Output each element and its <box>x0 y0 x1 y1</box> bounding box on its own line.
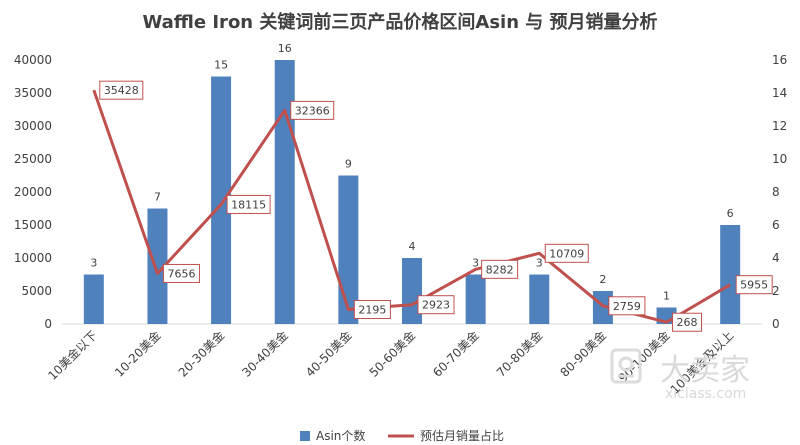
x-tick-label: 20-30美金 <box>175 328 227 380</box>
line-data-label-box <box>99 80 144 100</box>
chart-title: Waffle Iron 关键词前三页产品价格区间Asin 与 预月销量分析 <box>142 11 657 33</box>
line-data-label-text: 32366 <box>295 104 330 117</box>
line-data-label-box <box>162 263 200 283</box>
line-data-label-box <box>290 100 335 120</box>
x-tick-label: 70-80美金 <box>493 328 545 380</box>
y-axis-left: 0 5000 10000 15000 20000 25000 30000 35000 40000 <box>14 53 52 331</box>
y-left-tick-label: 15000 <box>14 218 52 232</box>
x-tick-label: 30-40美金 <box>239 328 291 380</box>
watermark-brand: 大卖家 <box>660 353 750 388</box>
y-axis-right: 0 2 4 6 8 10 12 14 16 <box>772 53 787 331</box>
line-data-label: 268 <box>672 312 703 332</box>
bar <box>147 208 168 324</box>
line-data-label: 10709 <box>544 243 589 263</box>
x-tick-label: 50-60美金 <box>366 328 418 380</box>
line-data-label-text: 268 <box>677 316 698 329</box>
bar-data-label: 4 <box>409 240 416 253</box>
bar-data-label: 15 <box>214 59 228 72</box>
x-tick-label: 40-50美金 <box>302 328 354 380</box>
bar <box>402 258 422 324</box>
y-right-tick-label: 16 <box>772 53 787 67</box>
bar-data-label: 16 <box>278 42 292 55</box>
line-data-label-text: 2195 <box>358 304 386 317</box>
y-right-tick-label: 12 <box>772 119 787 133</box>
bar-data-label: 7 <box>154 191 161 204</box>
line-data-label-box <box>481 259 519 279</box>
line-data-label-box <box>672 312 703 332</box>
bar <box>592 291 613 324</box>
line-data-label-text: 8282 <box>486 263 514 276</box>
bar-data-label: 9 <box>345 158 352 171</box>
bar-data-label: 3 <box>536 257 543 270</box>
bar <box>465 274 486 324</box>
y-left-tick-label: 5000 <box>21 284 52 298</box>
line-data-label-box <box>417 295 455 315</box>
bar-data-label: 6 <box>727 207 734 220</box>
watermark-site: xiclass.com <box>665 386 746 402</box>
bar-series <box>83 60 741 324</box>
line-data-label-box <box>226 194 271 214</box>
line-data-label: 2195 <box>353 300 391 320</box>
x-tick-label: 80-90美金 <box>557 328 609 380</box>
line-data-label: 5955 <box>735 275 773 295</box>
line-data-label-text: 5955 <box>740 279 768 292</box>
line-data-label: 8282 <box>481 259 519 279</box>
line-data-label-text: 35428 <box>104 84 139 97</box>
bar-data-label: 3 <box>90 257 97 270</box>
y-left-tick-label: 25000 <box>14 152 52 166</box>
bar <box>211 76 232 324</box>
line-data-label: 2759 <box>608 296 646 316</box>
legend-bar-swatch <box>300 431 310 441</box>
legend-line-label: 预估月销量占比 <box>420 428 504 443</box>
y-left-tick-label: 0 <box>44 317 52 331</box>
y-right-tick-label: 10 <box>772 152 787 166</box>
line-data-label-box <box>608 296 646 316</box>
bar-data-label: 1 <box>663 290 670 303</box>
bar <box>274 60 295 324</box>
bar <box>529 274 550 324</box>
line-data-label: 35428 <box>99 80 144 100</box>
y-right-tick-label: 8 <box>772 185 780 199</box>
watermark: 大卖家 xiclass.com <box>610 348 750 402</box>
bar <box>720 225 741 324</box>
line-data-label-text: 2759 <box>613 300 641 313</box>
line-data-label: 2923 <box>417 295 455 315</box>
y-right-tick-label: 0 <box>772 317 780 331</box>
legend-bar-label: Asin个数 <box>316 428 365 443</box>
line-data-label-text: 18115 <box>231 198 266 211</box>
bar <box>83 274 104 324</box>
y-right-tick-label: 4 <box>772 251 780 265</box>
x-tick-label: 10美金以下 <box>45 328 100 383</box>
bar <box>338 175 359 324</box>
y-left-tick-label: 35000 <box>14 86 52 100</box>
y-right-tick-label: 2 <box>772 284 780 298</box>
line-data-label: 7656 <box>162 263 200 283</box>
watermark-logo-icon <box>610 348 642 384</box>
y-right-tick-label: 6 <box>772 218 780 232</box>
line-data-label-text: 2923 <box>422 299 450 312</box>
line-data-label: 18115 <box>226 194 271 214</box>
x-tick-label: 60-70美金 <box>430 328 482 380</box>
line-data-label-box <box>735 275 773 295</box>
y-left-tick-label: 40000 <box>14 53 52 67</box>
bar-data-label: 2 <box>599 273 606 286</box>
y-left-tick-label: 30000 <box>14 119 52 133</box>
line-data-label: 32366 <box>290 100 335 120</box>
line-data-label-box <box>544 243 589 263</box>
x-tick-label: 10-20美金 <box>111 328 163 380</box>
y-right-tick-label: 14 <box>772 86 787 100</box>
line-data-label-text: 7656 <box>167 267 195 280</box>
line-data-label-box <box>353 300 391 320</box>
y-left-tick-label: 20000 <box>14 185 52 199</box>
legend: Asin个数 预估月销量占比 <box>300 428 504 443</box>
y-left-tick-label: 10000 <box>14 251 52 265</box>
bar-data-label: 3 <box>472 257 479 270</box>
line-data-label-text: 10709 <box>549 247 584 260</box>
